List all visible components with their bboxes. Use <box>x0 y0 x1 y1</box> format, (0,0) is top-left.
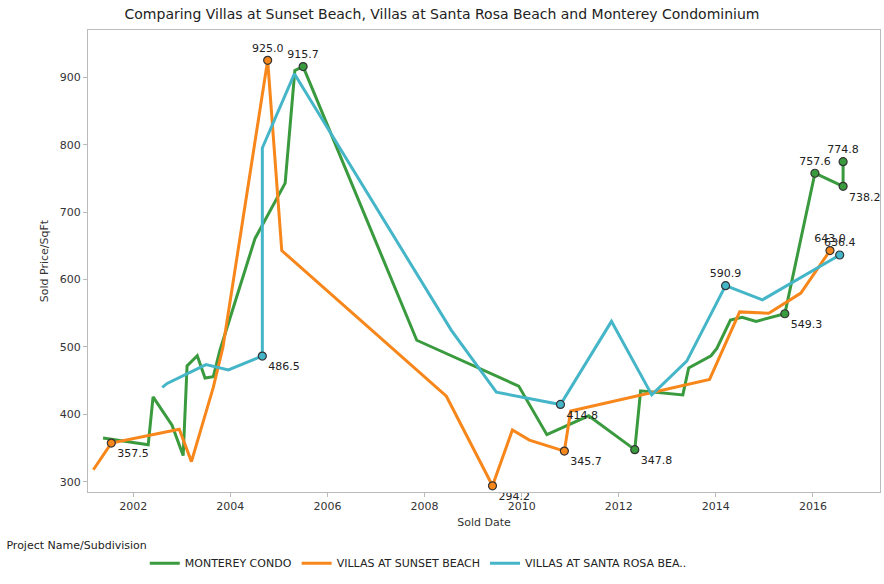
svg-text:2014: 2014 <box>702 500 730 513</box>
svg-text:VILLAS AT SUNSET BEACH: VILLAS AT SUNSET BEACH <box>337 557 480 570</box>
svg-text:Sold Price/SqFt: Sold Price/SqFt <box>38 219 51 302</box>
svg-text:486.5: 486.5 <box>268 360 300 373</box>
svg-text:400: 400 <box>60 408 81 421</box>
svg-text:357.5: 357.5 <box>117 447 149 460</box>
svg-text:800: 800 <box>60 139 81 152</box>
svg-text:VILLAS AT SANTA ROSA BEA..: VILLAS AT SANTA ROSA BEA.. <box>525 557 686 570</box>
svg-text:500: 500 <box>60 341 81 354</box>
svg-text:Comparing Villas at Sunset Bea: Comparing Villas at Sunset Beach, Villas… <box>125 6 760 22</box>
svg-text:700: 700 <box>60 206 81 219</box>
svg-text:915.7: 915.7 <box>287 48 319 61</box>
svg-text:2004: 2004 <box>216 500 244 513</box>
svg-text:414.8: 414.8 <box>566 409 598 422</box>
svg-text:600: 600 <box>60 273 81 286</box>
svg-text:MONTEREY CONDO: MONTEREY CONDO <box>185 557 292 570</box>
svg-text:774.8: 774.8 <box>827 143 859 156</box>
svg-text:345.7: 345.7 <box>570 455 602 468</box>
svg-text:2012: 2012 <box>605 500 633 513</box>
svg-text:Sold Date: Sold Date <box>457 516 511 529</box>
svg-text:294.2: 294.2 <box>499 490 531 503</box>
svg-text:2008: 2008 <box>411 500 439 513</box>
svg-text:300: 300 <box>60 476 81 489</box>
svg-text:549.3: 549.3 <box>791 318 823 331</box>
svg-text:757.6: 757.6 <box>799 155 831 168</box>
svg-text:900: 900 <box>60 71 81 84</box>
svg-text:738.2: 738.2 <box>849 191 881 204</box>
svg-text:347.8: 347.8 <box>641 454 673 467</box>
svg-text:2006: 2006 <box>313 500 341 513</box>
svg-text:925.0: 925.0 <box>252 42 283 55</box>
svg-text:636.4: 636.4 <box>824 236 856 249</box>
svg-text:643.0: 643.0 <box>814 232 846 245</box>
svg-text:590.9: 590.9 <box>710 267 742 280</box>
svg-text:2016: 2016 <box>799 500 827 513</box>
svg-text:Project Name/Subdivision: Project Name/Subdivision <box>6 539 146 552</box>
svg-text:2010: 2010 <box>508 500 536 513</box>
svg-text:2002: 2002 <box>119 500 147 513</box>
